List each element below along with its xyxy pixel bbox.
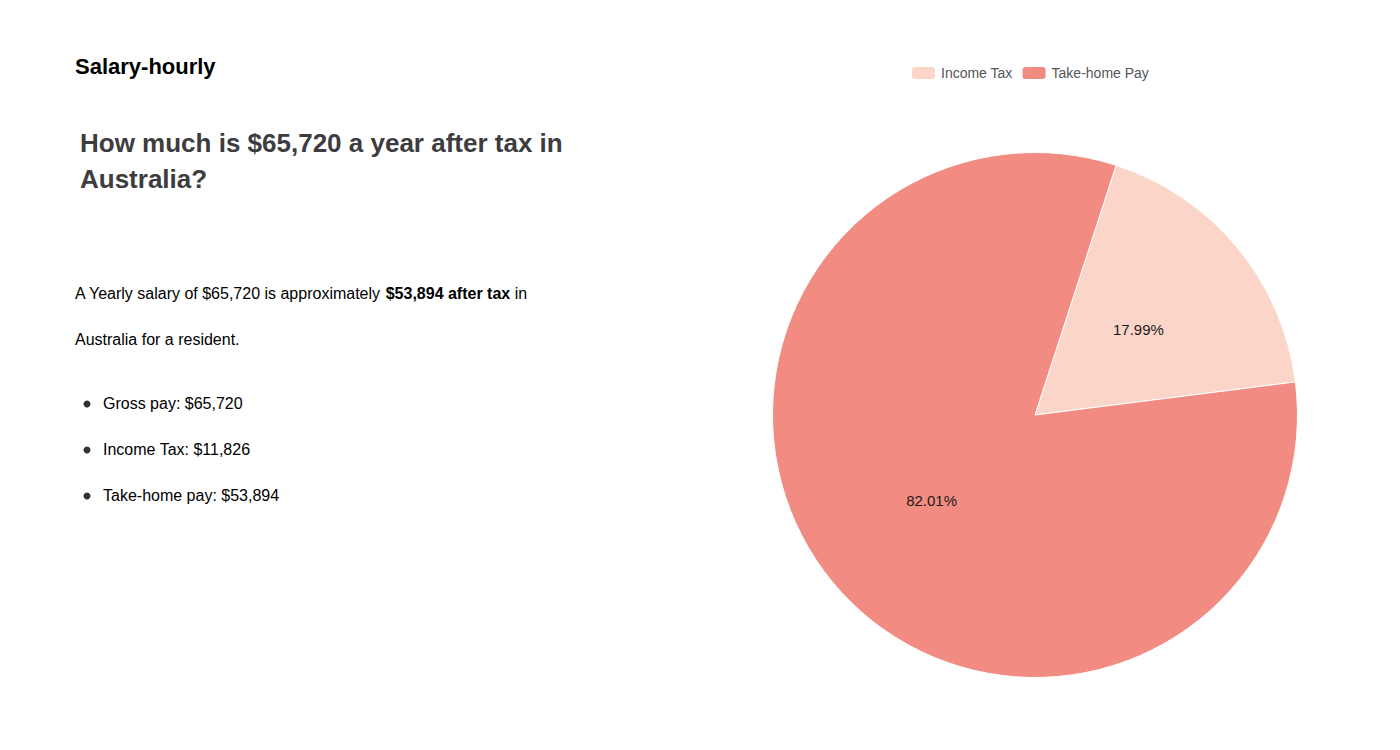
- svg-text:17.99%: 17.99%: [1113, 321, 1164, 338]
- svg-text:Australia for a resident.: Australia for a resident.: [75, 331, 240, 348]
- svg-text:$53,894 after tax: $53,894 after tax: [386, 285, 511, 302]
- svg-text:Income Tax: $11,826: Income Tax: $11,826: [103, 441, 250, 458]
- svg-text:Take-home pay: $53,894: Take-home pay: $53,894: [103, 487, 279, 504]
- svg-text:alary-hourly: alary-hourly: [90, 54, 217, 79]
- svg-text:How much is $65,720 a year aft: How much is $65,720 a year after tax in: [80, 128, 563, 158]
- svg-text:82.01%: 82.01%: [906, 492, 957, 509]
- svg-text:S: S: [75, 54, 90, 79]
- svg-text:Gross pay: $65,720: Gross pay: $65,720: [103, 395, 243, 412]
- svg-text:Australia?: Australia?: [80, 164, 207, 194]
- svg-text:in: in: [510, 285, 527, 302]
- svg-text:Income Tax: Income Tax: [941, 65, 1012, 81]
- svg-text:A Yearly salary of $65,720 is: A Yearly salary of $65,720 is approximat…: [75, 285, 385, 302]
- svg-text:Take-home Pay: Take-home Pay: [1052, 65, 1149, 81]
